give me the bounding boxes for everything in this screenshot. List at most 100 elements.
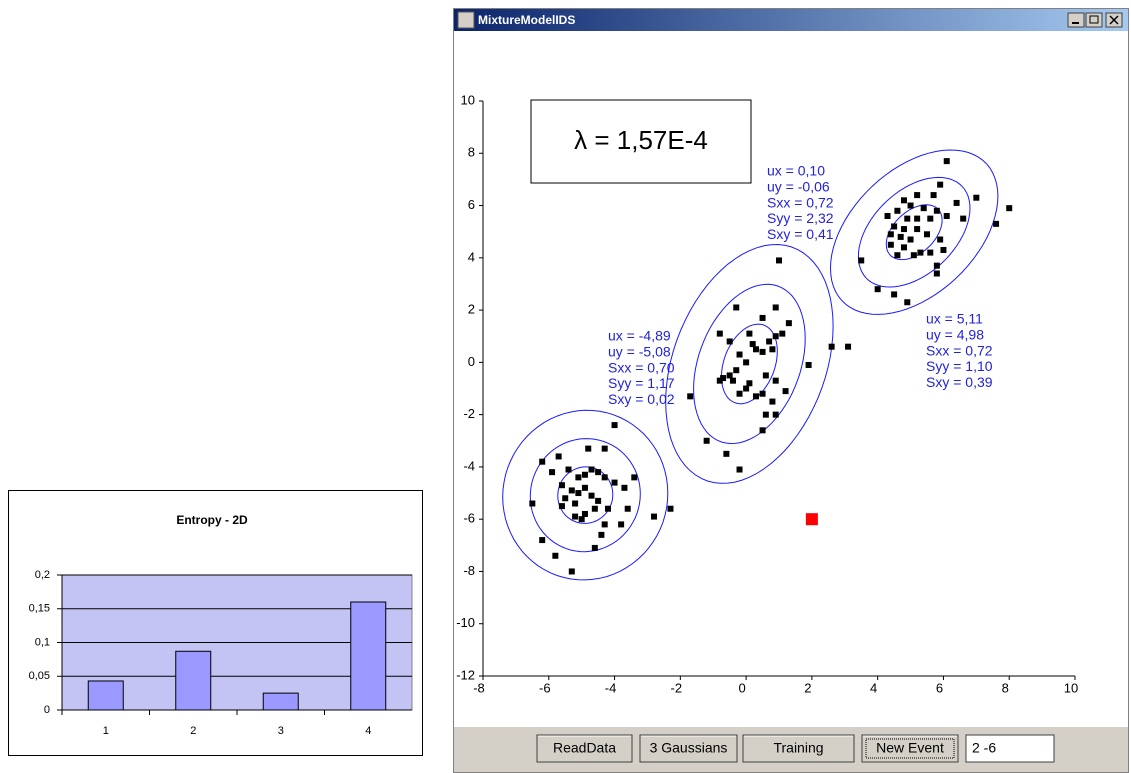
scatter-point bbox=[960, 216, 966, 222]
y-tick-label: -8 bbox=[463, 563, 475, 578]
x-tick-label: 4 bbox=[870, 680, 877, 695]
scatter-point bbox=[585, 446, 591, 452]
x-tick-label: 4 bbox=[365, 725, 371, 737]
scatter-point bbox=[924, 231, 930, 237]
scatter-point bbox=[556, 453, 562, 459]
scatter-point bbox=[704, 438, 710, 444]
scatter-point bbox=[582, 511, 588, 517]
button-label[interactable]: Training bbox=[773, 740, 823, 756]
gaussian-label: Sxx = 0,72 bbox=[926, 342, 993, 358]
scatter-point bbox=[934, 208, 940, 214]
scatter-point bbox=[651, 514, 657, 520]
button-label[interactable]: 3 Gaussians bbox=[650, 740, 728, 756]
window-title: MixtureModelIDS bbox=[478, 13, 575, 27]
scatter-point bbox=[914, 226, 920, 232]
scatter-point bbox=[552, 553, 558, 559]
scatter-point bbox=[733, 304, 739, 310]
gaussian-label: Syy = 1,17 bbox=[608, 375, 675, 391]
scatter-point bbox=[569, 568, 575, 574]
window-controls[interactable] bbox=[1068, 13, 1122, 27]
scatter-point bbox=[875, 286, 881, 292]
scatter-point bbox=[595, 498, 601, 504]
scatter-point bbox=[746, 380, 752, 386]
y-tick-label: 0,15 bbox=[29, 603, 50, 615]
gaussian-label: uy = -5,08 bbox=[608, 344, 671, 360]
scatter-point bbox=[806, 513, 818, 525]
scatter-point bbox=[589, 493, 595, 499]
scatter-point bbox=[921, 205, 927, 211]
y-tick-label: -10 bbox=[456, 615, 475, 630]
x-tick-label: -2 bbox=[671, 680, 683, 695]
scatter-point bbox=[917, 250, 923, 256]
scatter-point bbox=[549, 469, 555, 475]
scatter-point bbox=[559, 503, 565, 509]
scatter-point bbox=[743, 386, 749, 392]
scatter-point bbox=[773, 412, 779, 418]
scatter-point bbox=[937, 237, 943, 243]
scatter-point bbox=[908, 237, 914, 243]
scatter-point bbox=[727, 338, 733, 344]
button-label[interactable]: New Event bbox=[876, 740, 944, 756]
scatter-point bbox=[559, 482, 565, 488]
gaussian-label: ux = 0,10 bbox=[767, 163, 825, 179]
scatter-point bbox=[618, 521, 624, 527]
scatter-point bbox=[885, 213, 891, 219]
scatter-point bbox=[904, 299, 910, 305]
scatter-point bbox=[908, 203, 914, 209]
scatter-point bbox=[575, 490, 581, 496]
x-tick-label: -6 bbox=[539, 680, 551, 695]
scatter-point bbox=[954, 200, 960, 206]
scatter-point bbox=[914, 216, 920, 222]
scatter-point bbox=[621, 485, 627, 491]
gaussian-label: ux = -4,89 bbox=[608, 328, 671, 344]
scatter-point bbox=[931, 192, 937, 198]
scatter-point bbox=[595, 469, 601, 475]
scatter-point bbox=[746, 331, 752, 337]
scatter-point bbox=[562, 495, 568, 501]
scatter-point bbox=[753, 393, 759, 399]
scatter-point bbox=[572, 501, 578, 507]
scatter-point bbox=[753, 346, 759, 352]
scatter-point bbox=[888, 242, 894, 248]
scatter-point bbox=[934, 263, 940, 269]
scatter-point bbox=[773, 378, 779, 384]
scatter-point bbox=[602, 521, 608, 527]
x-tick-label: 6 bbox=[936, 680, 943, 695]
scatter-point bbox=[806, 362, 812, 368]
lambda-text: λ = 1,57E-4 bbox=[574, 125, 708, 155]
scatter-point bbox=[911, 252, 917, 258]
window-icon bbox=[458, 12, 474, 28]
scatter-point bbox=[566, 467, 572, 473]
scatter-point bbox=[575, 474, 581, 480]
y-tick-label: 0,05 bbox=[29, 670, 50, 682]
scatter-point bbox=[894, 208, 900, 214]
gaussian-label: Sxy = 0,41 bbox=[767, 226, 834, 242]
scatter-point bbox=[786, 320, 792, 326]
text-input-value[interactable]: 2 -6 bbox=[972, 740, 996, 756]
gaussian-label: Sxx = 0,72 bbox=[767, 194, 834, 210]
y-tick-label: 0 bbox=[468, 354, 475, 369]
scatter-point bbox=[779, 331, 785, 337]
scatter-point bbox=[888, 231, 894, 237]
scatter-point bbox=[582, 485, 588, 491]
scatter-point bbox=[750, 341, 756, 347]
x-tick-label: 2 bbox=[190, 725, 196, 737]
scatter-point bbox=[631, 474, 637, 480]
scatter-point bbox=[993, 221, 999, 227]
scatter-point bbox=[940, 247, 946, 253]
scatter-point bbox=[589, 467, 595, 473]
x-tick-label: 10 bbox=[1064, 680, 1078, 695]
scatter-point bbox=[901, 226, 907, 232]
gaussian-label: Sxx = 0,70 bbox=[608, 359, 675, 375]
y-tick-label: 0 bbox=[44, 704, 50, 716]
y-tick-label: -6 bbox=[463, 511, 475, 526]
gaussian-label: uy = 4,98 bbox=[926, 327, 984, 343]
scatter-point bbox=[937, 182, 943, 188]
button-label[interactable]: ReadData bbox=[553, 740, 616, 756]
scatter-point bbox=[783, 388, 789, 394]
bar bbox=[263, 693, 298, 710]
scatter-point bbox=[598, 532, 604, 538]
scatter-point bbox=[592, 545, 598, 551]
scatter-point bbox=[973, 195, 979, 201]
scatter-point bbox=[944, 213, 950, 219]
